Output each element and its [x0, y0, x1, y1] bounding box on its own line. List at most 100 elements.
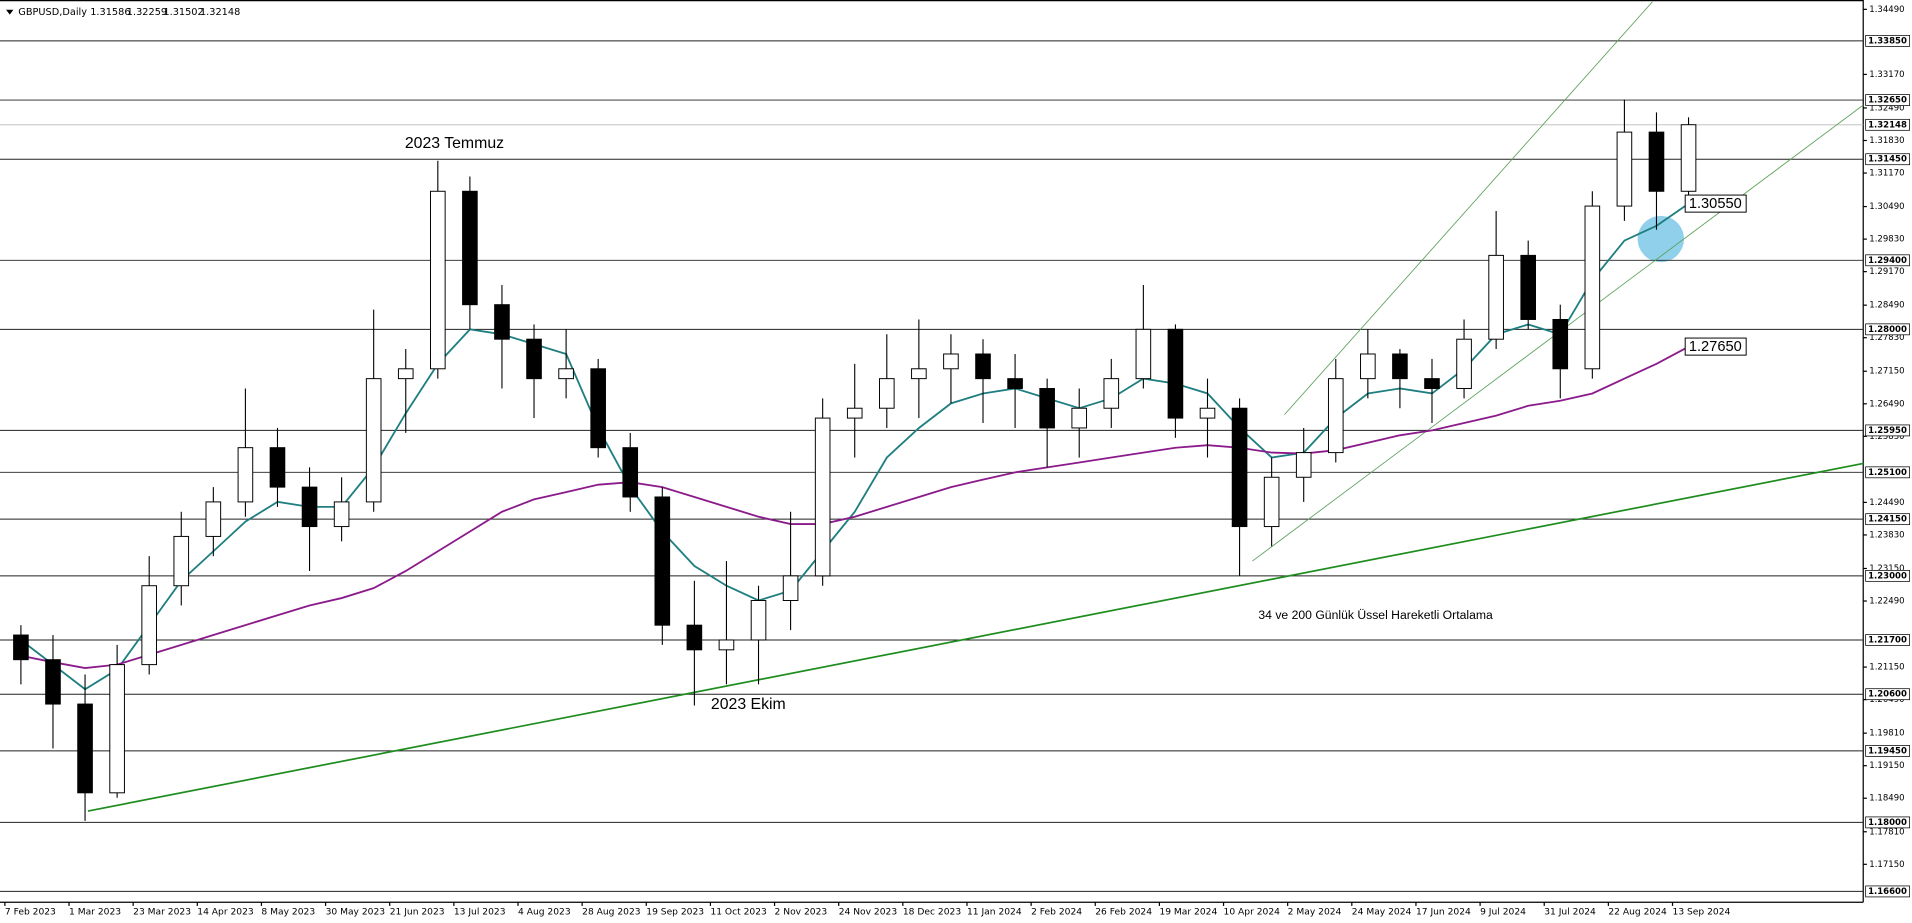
y-tick-label: 1.29170: [1869, 267, 1904, 277]
candle-body: [590, 368, 606, 449]
level-box: [1865, 94, 1910, 106]
candle-body: [1616, 131, 1633, 207]
x-tick-label: 18 Dec 2023: [903, 908, 961, 918]
candle-body: [718, 639, 735, 651]
x-tick-label: 23 Mar 2023: [133, 908, 191, 918]
candle-body: [397, 368, 414, 380]
level-box: [1865, 816, 1910, 829]
y-tick-label: 1.32490: [1869, 103, 1904, 113]
candle-body: [1392, 353, 1408, 380]
x-tick-label: 14 Apr 2023: [197, 908, 254, 918]
candle-body: [1680, 124, 1697, 192]
x-tick-label: 7 Feb 2023: [5, 908, 56, 918]
y-tick-label: 1.28490: [1869, 301, 1904, 311]
level-box: [1865, 424, 1910, 437]
candle-body: [1199, 407, 1216, 419]
x-tick-label: 8 May 2023: [261, 908, 315, 918]
candle-body: [814, 417, 831, 577]
ohlc-close: 1.32148: [200, 7, 240, 18]
level-label: 1.28000: [1868, 325, 1907, 335]
candle-body: [365, 378, 382, 503]
moving-average: [20, 345, 1690, 669]
candle-body: [237, 447, 254, 503]
level-label: 1.32650: [1868, 96, 1907, 106]
candle-body: [782, 575, 799, 602]
x-tick-label: 11 Oct 2023: [710, 908, 767, 918]
annotation: 2023 Ekim: [711, 696, 786, 713]
level-label: 1.29400: [1868, 256, 1907, 266]
candle-body: [1488, 254, 1504, 340]
price-label: 1.27650: [1689, 339, 1742, 355]
x-tick-label: 2 Feb 2024: [1031, 908, 1082, 918]
level-box: [1865, 323, 1910, 336]
candle-body: [526, 338, 542, 380]
trendline: [87, 462, 1864, 812]
candle-body: [1007, 378, 1023, 389]
candle-body: [205, 501, 222, 537]
price-label-box: [1684, 337, 1747, 356]
y-tick-label: 1.18490: [1869, 794, 1904, 804]
y-tick-label: 1.27150: [1869, 367, 1904, 377]
level-box: [1865, 466, 1910, 479]
level-box: [1865, 885, 1910, 898]
candle-body: [1456, 338, 1472, 389]
annotation: 2023 Temmuz: [405, 135, 504, 152]
x-tick-label: 17 Jun 2024: [1416, 908, 1471, 918]
candle-body: [430, 190, 446, 370]
candle-body: [558, 368, 574, 380]
x-tick-label: 4 Aug 2023: [518, 908, 571, 918]
level-box: [1865, 153, 1910, 166]
trendline: [1284, 1, 1653, 415]
y-tick-label: 1.25830: [1869, 432, 1904, 442]
candle-body: [1327, 378, 1344, 454]
candle-body: [1103, 378, 1120, 409]
candle-body: [878, 378, 895, 409]
x-tick-label: 2 Nov 2023: [775, 908, 828, 918]
x-tick-label: 11 Jan 2024: [967, 908, 1022, 918]
candle-body: [1648, 131, 1665, 192]
candle-body: [494, 304, 510, 340]
x-tick-label: 13 Sep 2024: [1673, 908, 1731, 918]
candle-body: [1520, 254, 1537, 320]
candle-body: [141, 585, 157, 666]
x-tick-label: 19 Mar 2024: [1159, 908, 1217, 918]
candle-body: [269, 447, 286, 488]
moving-average: [20, 202, 1690, 691]
y-tick-label: 1.17810: [1869, 827, 1904, 837]
y-tick-label: 1.20490: [1869, 695, 1904, 705]
candle-body: [1167, 328, 1184, 419]
x-tick-label: 24 May 2024: [1352, 908, 1412, 918]
y-tick-label: 1.24490: [1869, 498, 1904, 508]
level-box: [1865, 688, 1910, 701]
level-label: 1.20600: [1868, 690, 1907, 700]
candle-body: [45, 659, 61, 705]
level-label: 1.19450: [1868, 746, 1907, 756]
level-box: [1865, 634, 1910, 646]
menu-triangle: [6, 9, 14, 15]
x-tick-label: 31 Jul 2024: [1544, 908, 1596, 918]
candle-body: [1295, 452, 1312, 478]
ohlc-high: 1.32259: [127, 7, 167, 18]
y-tick-label: 1.27830: [1869, 333, 1904, 343]
ohlc-open: 1.31586: [90, 7, 130, 18]
level-box: [1865, 254, 1910, 267]
x-tick-label: 19 Sep 2023: [646, 908, 704, 918]
y-tick-label: 1.33170: [1869, 70, 1904, 80]
level-label: 1.23000: [1868, 571, 1907, 581]
annotation: 34 ve 200 Günlük Üssel Hareketli Ortalam…: [1258, 608, 1493, 622]
candle-body: [13, 634, 29, 661]
candle-body: [77, 703, 93, 794]
y-tick-label: 1.19150: [1869, 761, 1904, 771]
price-label: 1.30550: [1689, 196, 1742, 212]
candle-body: [975, 353, 991, 380]
candle-body: [1424, 378, 1440, 389]
y-tick-label: 1.34490: [1869, 5, 1904, 15]
y-tick-label: 1.23150: [1869, 564, 1904, 574]
level-box: [1865, 35, 1910, 47]
candle-body: [1231, 407, 1248, 528]
y-tick-label: 1.22490: [1869, 597, 1904, 607]
x-tick-label: 10 Apr 2024: [1224, 908, 1281, 918]
